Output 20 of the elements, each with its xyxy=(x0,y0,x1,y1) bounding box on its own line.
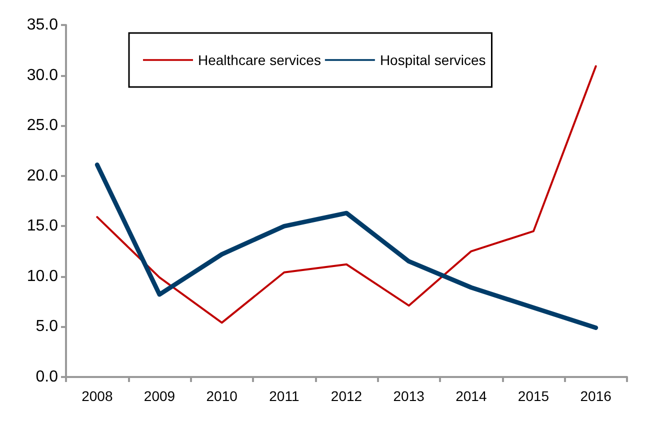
x-tick-label: 2016 xyxy=(580,388,612,404)
legend-label: Healthcare services xyxy=(198,52,321,68)
x-tick-label: 2009 xyxy=(144,388,176,404)
y-tick-label: 10.0 xyxy=(26,268,58,285)
y-tick-label: 20.0 xyxy=(26,167,58,184)
legend-label: Hospital services xyxy=(380,52,486,68)
x-tick-label: 2014 xyxy=(456,388,487,404)
y-tick-label: 5.0 xyxy=(36,318,58,336)
y-tick-label: 15.0 xyxy=(26,218,58,235)
x-tick-label: 2012 xyxy=(330,388,362,404)
y-tick-label: 0.0 xyxy=(36,368,58,386)
x-tick-label: 2008 xyxy=(82,388,113,404)
y-tick-label: 30.0 xyxy=(26,66,58,84)
y-tick-label: 25.0 xyxy=(26,117,58,134)
x-tick-label: 2010 xyxy=(206,388,238,404)
x-tick-label: 2011 xyxy=(269,388,300,404)
y-tick-label: 35.0 xyxy=(26,16,58,34)
line-series xyxy=(94,162,598,330)
x-tick-label: 2015 xyxy=(518,388,550,404)
x-tick-label: 2013 xyxy=(393,388,425,404)
